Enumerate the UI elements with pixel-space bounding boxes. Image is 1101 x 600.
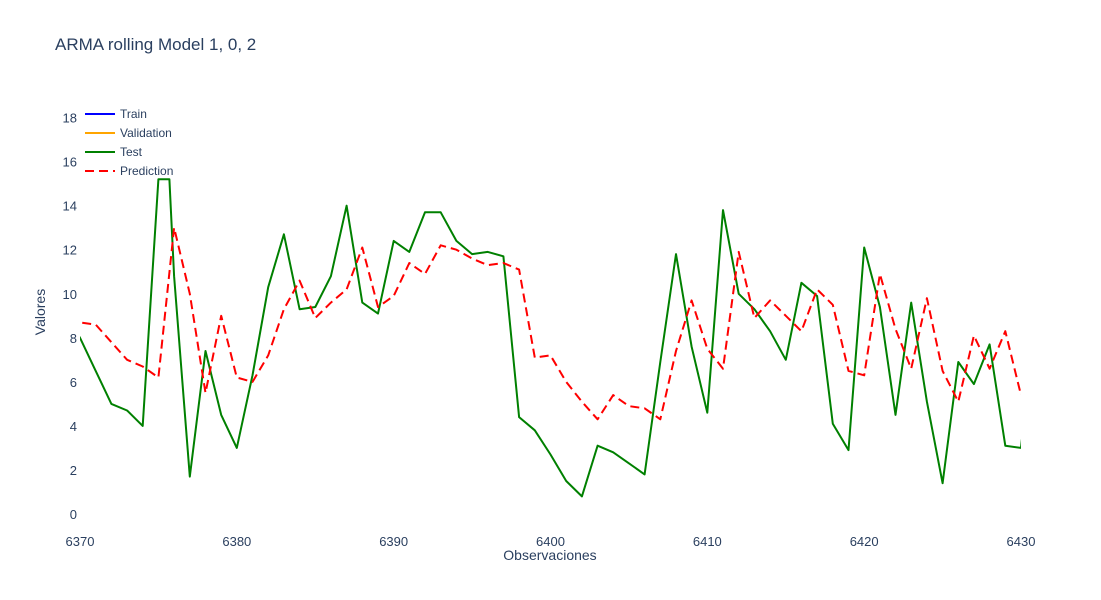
series-line-prediction[interactable] bbox=[72, 226, 1024, 421]
x-tick-label: 6410 bbox=[693, 534, 722, 549]
y-axis-title: Valores bbox=[32, 289, 48, 335]
y-tick-label: 2 bbox=[70, 463, 77, 478]
legend-item-test[interactable]: Test bbox=[85, 145, 143, 159]
y-axis-ticks: 0 2 4 6 8 10 12 14 16 18 bbox=[63, 111, 77, 522]
y-tick-label: 16 bbox=[63, 155, 77, 170]
x-tick-label: 6400 bbox=[536, 534, 565, 549]
x-axis-title: Observaciones bbox=[503, 547, 596, 563]
legend-label: Test bbox=[120, 145, 143, 159]
y-tick-label: 0 bbox=[70, 507, 77, 522]
legend-item-validation[interactable]: Validation bbox=[85, 126, 172, 140]
x-tick-label: 6430 bbox=[1007, 534, 1036, 549]
legend-item-prediction[interactable]: Prediction bbox=[85, 164, 173, 178]
legend-label: Validation bbox=[120, 126, 172, 140]
legend-item-train[interactable]: Train bbox=[85, 107, 147, 121]
x-tick-label: 6380 bbox=[222, 534, 251, 549]
y-tick-label: 14 bbox=[63, 199, 77, 214]
legend-label: Train bbox=[120, 107, 147, 121]
y-tick-label: 6 bbox=[70, 375, 77, 390]
x-tick-label: 6420 bbox=[850, 534, 879, 549]
x-axis-ticks: 6370 6380 6390 6400 6410 6420 6430 bbox=[66, 534, 1036, 549]
legend-label: Prediction bbox=[120, 164, 173, 178]
series-layer bbox=[72, 178, 1024, 498]
y-tick-label: 4 bbox=[70, 419, 77, 434]
y-tick-label: 12 bbox=[63, 243, 77, 258]
x-tick-label: 6370 bbox=[66, 534, 95, 549]
series-line-test[interactable] bbox=[72, 178, 1024, 498]
y-tick-label: 8 bbox=[70, 331, 77, 346]
y-tick-label: 10 bbox=[63, 287, 77, 302]
x-tick-label: 6390 bbox=[379, 534, 408, 549]
legend[interactable]: Train Validation Test Prediction bbox=[85, 107, 173, 178]
y-tick-label: 18 bbox=[63, 111, 77, 126]
chart-title: ARMA rolling Model 1, 0, 2 bbox=[55, 35, 256, 54]
